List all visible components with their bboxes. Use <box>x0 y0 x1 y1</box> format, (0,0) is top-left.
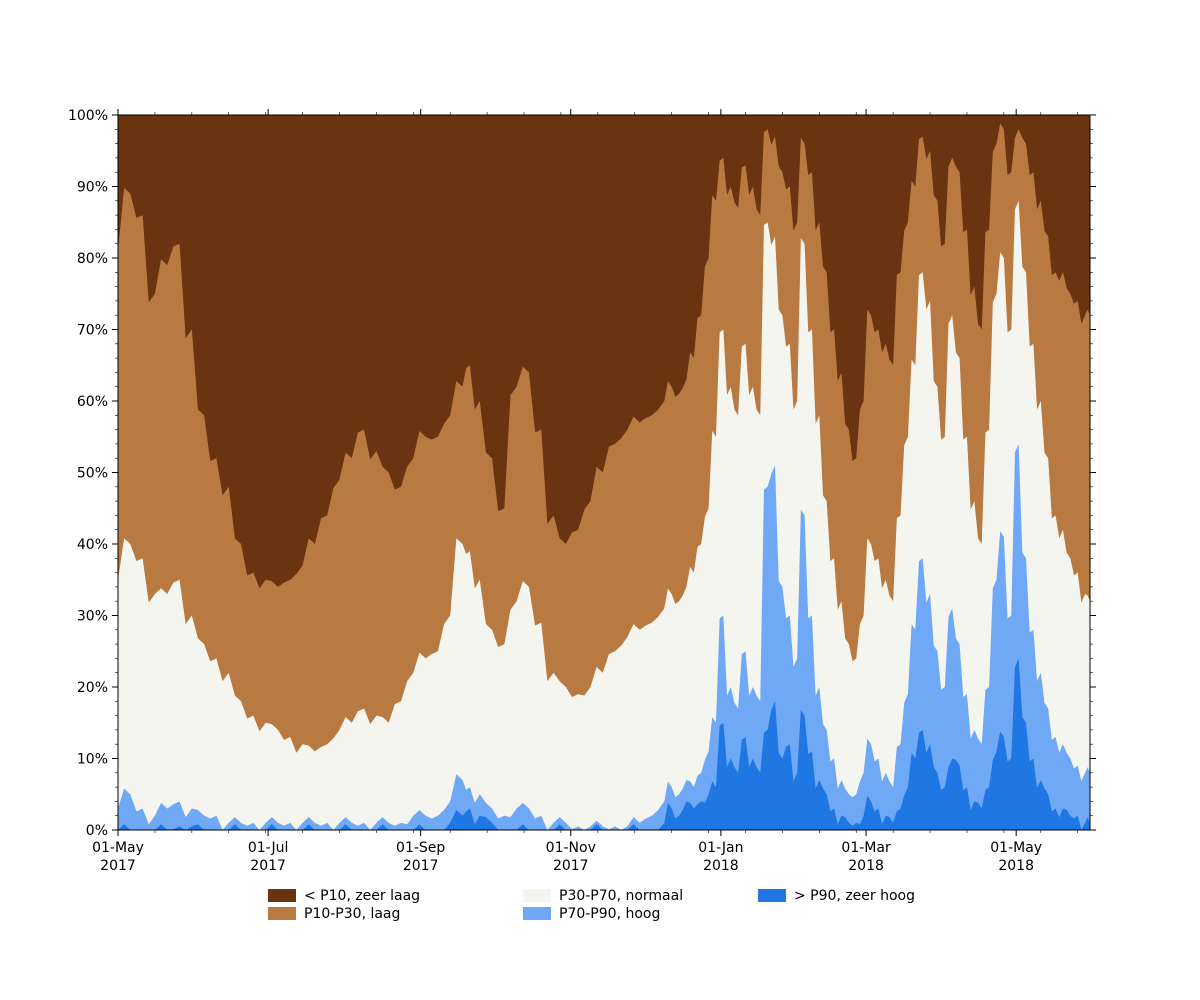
chart-container: 0% 10% 20% 30% 40% 50% 60% 70% 80% 90% 100% 01-May 2… <box>0 0 1200 1000</box>
x-tick-label-2: 2017 <box>553 858 589 874</box>
x-tick-label-1: 01-Jan <box>698 840 743 856</box>
y-tick-label: 60% <box>77 394 108 410</box>
x-tick-label-1: 01-Jul <box>248 840 289 856</box>
x-tick-label-2: 2017 <box>250 858 286 874</box>
y-tick-label: 0% <box>86 823 108 839</box>
x-tick-label-2: 2017 <box>100 858 136 874</box>
x-tick-label-1: 01-Sep <box>396 840 445 856</box>
x-tick-label-1: 01-May <box>92 840 144 856</box>
legend-swatch-p10_30 <box>268 907 296 920</box>
legend-swatch-p30_70 <box>523 889 551 902</box>
legend-swatch-p70_90 <box>523 907 551 920</box>
legend-label-p90_plus: > P90, zeer hoog <box>794 888 915 904</box>
y-tick-label: 70% <box>77 323 108 339</box>
legend-swatch-lt_p10 <box>268 889 296 902</box>
x-tick-label-1: 01-May <box>990 840 1042 856</box>
y-tick-label: 80% <box>77 251 108 267</box>
x-tick-label-2: 2017 <box>403 858 439 874</box>
legend-swatch-p90_plus <box>758 889 786 902</box>
x-tick-label-2: 2018 <box>998 858 1034 874</box>
stacked-area-chart: 0% 10% 20% 30% 40% 50% 60% 70% 80% 90% 100% 01-May 2… <box>0 0 1200 1000</box>
y-tick-label: 100% <box>68 108 108 124</box>
legend-label-lt_p10: < P10, zeer laag <box>304 888 420 904</box>
x-tick-label-1: 01-Nov <box>546 840 596 856</box>
x-tick-label-2: 2018 <box>848 858 884 874</box>
y-tick-label: 90% <box>77 180 108 196</box>
legend-label-p30_70: P30-P70, normaal <box>559 888 683 904</box>
legend-label-p70_90: P70-P90, hoog <box>559 906 660 922</box>
x-tick-label-2: 2018 <box>703 858 739 874</box>
y-tick-label: 30% <box>77 609 108 625</box>
y-tick-label: 10% <box>77 752 108 768</box>
legend-label-p10_30: P10-P30, laag <box>304 906 400 922</box>
y-tick-label: 20% <box>77 680 108 696</box>
x-tick-label-1: 01-Mar <box>841 840 891 856</box>
y-tick-label: 40% <box>77 537 108 553</box>
y-tick-label: 50% <box>77 466 108 482</box>
